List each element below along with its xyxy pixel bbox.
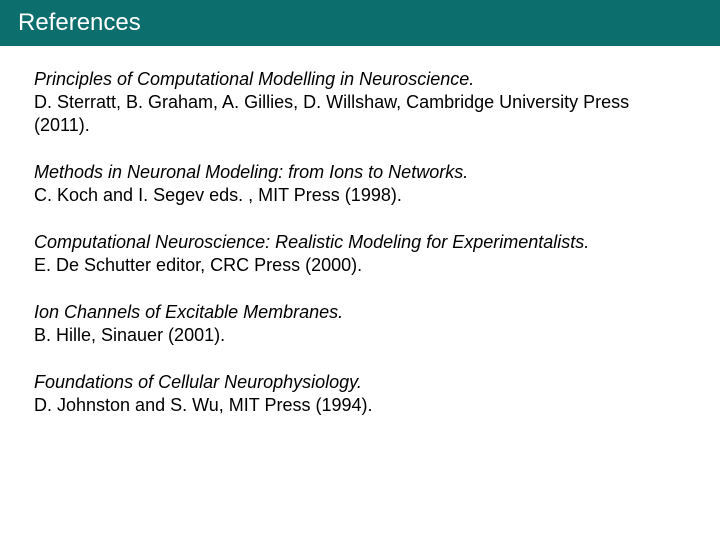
reference-item: Methods in Neuronal Modeling: from Ions … [34,161,686,207]
reference-title: Foundations of Cellular Neurophysiology. [34,372,362,392]
reference-authors: C. Koch and I. Segev eds. , MIT Press (1… [34,185,402,205]
reference-authors: E. De Schutter editor, CRC Press (2000). [34,255,362,275]
reference-title: Methods in Neuronal Modeling: from Ions … [34,162,468,182]
reference-item: Foundations of Cellular Neurophysiology.… [34,371,686,417]
reference-item: Computational Neuroscience: Realistic Mo… [34,231,686,277]
slide-header: References [0,0,720,46]
reference-title: Computational Neuroscience: Realistic Mo… [34,232,589,252]
reference-authors: D. Johnston and S. Wu, MIT Press (1994). [34,395,372,415]
reference-item: Ion Channels of Excitable Membranes. B. … [34,301,686,347]
reference-title: Principles of Computational Modelling in… [34,69,474,89]
reference-item: Principles of Computational Modelling in… [34,68,686,137]
reference-title: Ion Channels of Excitable Membranes. [34,302,343,322]
slide-title: References [18,9,141,37]
references-list: Principles of Computational Modelling in… [0,46,720,417]
reference-authors: D. Sterratt, B. Graham, A. Gillies, D. W… [34,92,629,135]
reference-authors: B. Hille, Sinauer (2001). [34,325,225,345]
